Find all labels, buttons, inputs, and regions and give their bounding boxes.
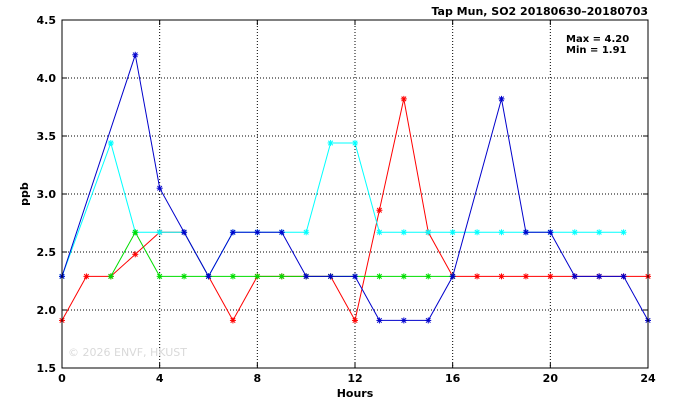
data-point-3-18: [571, 273, 578, 280]
y-tick-label-2: 2.5: [37, 246, 57, 259]
y-tick-label-3: 3.0: [37, 188, 57, 201]
data-point-2-0: [107, 273, 114, 280]
y-tick-label-1: 2.0: [37, 304, 57, 317]
y-tick-label-4: 3.5: [37, 130, 57, 143]
data-point-3-16: [522, 229, 529, 236]
data-point-0-14: [400, 95, 407, 102]
data-point-3-14: [449, 273, 456, 280]
y-axis-ticks: 1.5 2.0 2.5 3.0 3.5 4.0 4.5: [37, 14, 648, 375]
y-axis-label: ppb: [18, 182, 31, 206]
data-point-1-11: [352, 139, 358, 146]
data-point-1-10: [327, 139, 334, 146]
data-point-3-19: [596, 273, 603, 280]
stats-line-0: Max = 4.20: [566, 34, 629, 45]
data-point-1-22: [620, 229, 627, 236]
data-point-0-1: [83, 273, 90, 280]
data-point-3-1: [132, 51, 139, 58]
data-point-3-7: [278, 229, 285, 236]
data-point-2-12: [400, 273, 407, 280]
data-point-3-12: [400, 317, 407, 324]
data-point-3-17: [547, 229, 554, 236]
data-point-1-21: [596, 229, 603, 236]
data-point-1-15: [449, 229, 456, 236]
watermark: © 2026 ENVF, HKUST: [68, 346, 187, 359]
x-tick-label-3: 12: [347, 372, 362, 385]
data-point-2-11: [376, 273, 383, 280]
data-point-2-3: [181, 273, 188, 280]
data-point-0-13: [376, 207, 383, 214]
data-point-0-17: [474, 273, 481, 280]
data-point-1-3: [156, 229, 163, 236]
plot-area: © 2026 ENVF, HKUST: [59, 19, 651, 369]
series-group: [59, 51, 651, 324]
x-axis-ticks: 0 4 8 12 16 20 24: [58, 20, 656, 385]
data-point-2-1: [132, 229, 139, 236]
x-tick-label-0: 0: [58, 372, 66, 385]
grid-lines: [62, 20, 648, 368]
data-point-1-9: [303, 229, 310, 236]
data-point-3-11: [376, 317, 383, 324]
data-point-1-13: [400, 229, 407, 236]
data-point-0-19: [522, 273, 529, 280]
data-point-3-20: [620, 273, 627, 280]
data-point-3-9: [327, 273, 334, 280]
data-point-2-6: [254, 273, 261, 280]
data-point-1-12: [376, 229, 383, 236]
series-3: [59, 51, 651, 324]
data-point-1-20: [571, 229, 578, 236]
data-point-2-7: [278, 273, 285, 280]
data-point-2-13: [425, 273, 432, 280]
data-point-1-14: [425, 229, 432, 236]
chart-title: Tap Mun, SO2 20180630–20180703: [431, 5, 648, 18]
x-tick-label-2: 8: [254, 372, 262, 385]
data-point-0-18: [498, 273, 505, 280]
x-axis-label: Hours: [337, 387, 374, 400]
data-point-2-2: [156, 273, 163, 280]
data-point-3-13: [425, 317, 432, 324]
data-point-3-5: [229, 229, 236, 236]
stats-line-1: Min = 1.91: [566, 45, 627, 56]
series-line-3: [61, 54, 649, 321]
x-tick-label-6: 24: [640, 372, 656, 385]
data-point-3-2: [156, 185, 163, 192]
data-point-0-7: [229, 317, 236, 324]
y-tick-label-0: 1.5: [37, 362, 57, 375]
data-point-3-15: [498, 95, 505, 102]
data-point-1-17: [498, 229, 505, 236]
data-point-1-16: [474, 229, 481, 236]
data-point-3-6: [254, 229, 261, 236]
data-point-3-10: [352, 273, 358, 280]
data-point-3-4: [205, 273, 212, 280]
data-point-3-3: [181, 229, 188, 236]
x-tick-label-4: 16: [445, 372, 461, 385]
data-point-3-8: [303, 273, 310, 280]
x-tick-label-1: 4: [156, 372, 164, 385]
x-tick-label-5: 20: [543, 372, 559, 385]
data-point-0-12: [352, 317, 358, 324]
y-tick-label-6: 4.5: [37, 14, 57, 27]
data-point-0-20: [547, 273, 554, 280]
data-point-1-1: [107, 139, 114, 146]
data-point-2-5: [229, 273, 236, 280]
data-point-0-3: [132, 251, 139, 258]
y-tick-label-5: 4.0: [37, 72, 57, 85]
